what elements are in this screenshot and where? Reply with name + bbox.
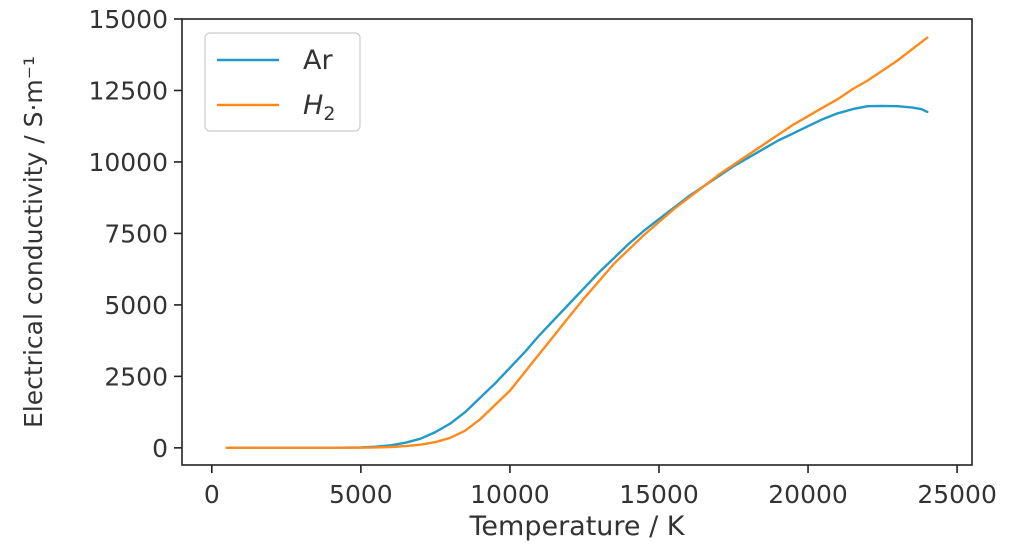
plot-frame [181,18,973,466]
y-tick-label-1: 2500 [104,362,168,391]
axis-layer: 0 5000 10000 15000 20000 25000 0 2500 5000 7500 10… [88,5,996,509]
legend-label-0: Ar [303,45,333,76]
x-axis-label: Temperature / K [469,511,686,542]
x-tick-label-0: 0 [204,480,220,509]
x-tick-label-2: 10000 [470,480,550,509]
legend-label-1: H2 [303,90,335,125]
series-line-1 [225,36,929,449]
y-tick-label-5: 12500 [88,76,168,105]
y-tick-label-0: 0 [152,434,168,463]
y-tick-label-2: 5000 [104,291,168,320]
x-tick-label-4: 20000 [768,480,848,509]
x-tick-label-5: 25000 [917,480,997,509]
x-tick-label-1: 5000 [329,480,393,509]
y-tick-label-6: 15000 [88,5,168,34]
y-tick-label-4: 10000 [88,148,168,177]
y-axis-label: Electrical conductivity / S·m⁻¹ [19,56,48,428]
legend: Ar H2 [204,32,361,132]
series-line-0 [225,104,929,449]
legend-box [204,32,361,132]
x-tick-label-3: 15000 [619,480,699,509]
plot-layer [225,36,929,449]
y-tick-label-3: 7500 [104,219,168,248]
